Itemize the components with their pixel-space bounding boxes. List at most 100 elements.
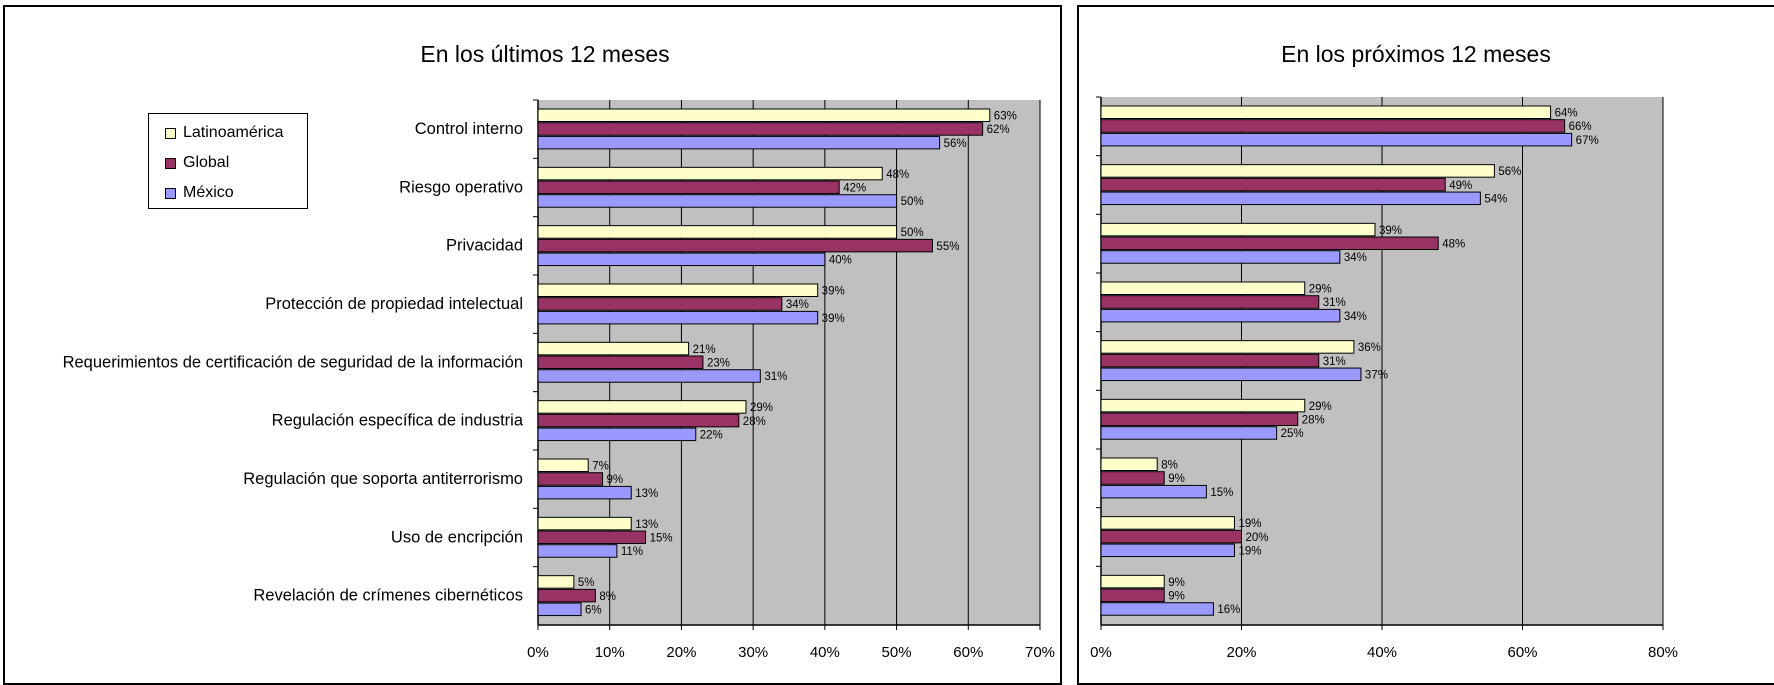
bar-latam-1-3 <box>1100 281 1306 295</box>
chart-title-1: En los próximos 12 meses <box>1281 41 1551 67</box>
bar-latam-1-1 <box>1100 164 1495 178</box>
data-label-global-0-7: 15% <box>650 533 673 545</box>
bar-global-1-3 <box>1100 295 1320 309</box>
bar-global-0-3 <box>537 297 783 311</box>
category-label-8: Revelación de crímenes cibernéticos <box>253 587 523 605</box>
data-label-latam-0-8: 5% <box>578 577 595 589</box>
bar-latam-0-8 <box>537 575 575 589</box>
x-tick-label-1-0: 0% <box>1090 644 1112 661</box>
data-label-mexico-0-5: 22% <box>700 430 723 442</box>
data-label-global-1-4: 31% <box>1323 356 1346 368</box>
data-label-mexico-0-6: 13% <box>635 488 658 500</box>
x-tick-label-0-4: 40% <box>810 644 840 661</box>
data-label-global-0-8: 8% <box>599 591 616 603</box>
bar-global-1-8 <box>1100 588 1165 603</box>
bar-global-0-8 <box>537 588 596 603</box>
bar-global-1-1 <box>1100 177 1446 192</box>
legend: Latinoamérica Global México <box>148 113 308 209</box>
legend-item-mexico: México <box>165 178 307 208</box>
bar-mexico-1-5 <box>1100 426 1278 440</box>
data-label-latam-1-1: 56% <box>1498 166 1521 178</box>
bar-mexico-0-7 <box>537 544 618 558</box>
data-label-global-1-3: 31% <box>1323 297 1346 309</box>
bar-mexico-0-0 <box>537 135 941 150</box>
bar-latam-1-0 <box>1100 105 1552 119</box>
bar-latam-0-5 <box>537 400 747 414</box>
data-label-mexico-1-6: 15% <box>1210 487 1233 499</box>
bar-latam-0-6 <box>537 458 589 472</box>
data-label-global-0-0: 62% <box>987 124 1010 136</box>
data-label-mexico-0-3: 39% <box>822 313 845 325</box>
category-label-1: Riesgo operativo <box>399 178 523 196</box>
bar-latam-0-1 <box>537 166 883 181</box>
data-label-global-1-6: 9% <box>1168 473 1185 485</box>
category-label-7: Uso de encripción <box>391 528 523 546</box>
bar-mexico-1-6 <box>1100 484 1207 499</box>
data-label-latam-1-5: 29% <box>1309 401 1332 413</box>
chart-title-0: En los últimos 12 meses <box>420 41 669 67</box>
bar-global-0-0 <box>537 122 984 136</box>
x-tick-label-1-4: 80% <box>1648 644 1678 661</box>
data-label-latam-1-6: 8% <box>1161 460 1178 472</box>
data-label-latam-1-4: 36% <box>1358 342 1381 354</box>
bar-global-1-6 <box>1100 471 1165 485</box>
bar-latam-1-4 <box>1100 340 1355 354</box>
bar-global-0-5 <box>537 413 740 428</box>
x-tick-label-0-6: 60% <box>953 644 983 661</box>
data-label-latam-1-3: 29% <box>1309 284 1332 296</box>
data-label-mexico-1-3: 34% <box>1344 311 1367 323</box>
bar-latam-1-7 <box>1100 516 1235 530</box>
legend-label-mexico: México <box>183 184 234 201</box>
bar-mexico-1-7 <box>1100 543 1235 558</box>
x-tick-label-0-3: 30% <box>738 644 768 661</box>
bar-latam-0-3 <box>537 283 819 297</box>
data-label-latam-1-2: 39% <box>1379 225 1402 237</box>
bar-mexico-1-8 <box>1100 602 1214 616</box>
bar-latam-0-4 <box>537 341 690 356</box>
data-label-mexico-0-0: 56% <box>944 138 967 150</box>
category-label-0: Control interno <box>415 120 523 138</box>
category-label-4: Requerimientos de certificación de segur… <box>63 353 523 371</box>
data-label-latam-0-0: 63% <box>994 111 1017 123</box>
data-label-latam-0-4: 21% <box>693 344 716 356</box>
data-label-mexico-1-0: 67% <box>1576 135 1599 147</box>
legend-swatch-mexico <box>165 187 176 199</box>
x-tick-label-0-5: 50% <box>882 644 912 661</box>
bar-latam-1-2 <box>1100 222 1376 237</box>
legend-item-latam: Latinoamérica <box>165 118 307 148</box>
data-label-global-0-2: 55% <box>936 241 959 253</box>
bar-mexico-0-5 <box>537 427 697 442</box>
data-label-global-0-3: 34% <box>786 299 809 311</box>
legend-swatch-latam <box>165 127 176 139</box>
bar-global-1-0 <box>1100 119 1566 133</box>
data-label-mexico-0-4: 31% <box>764 371 787 383</box>
bar-global-1-2 <box>1100 236 1439 251</box>
data-label-global-0-1: 42% <box>843 183 866 195</box>
data-label-latam-0-7: 13% <box>635 519 658 531</box>
bar-global-0-2 <box>537 238 933 253</box>
data-label-mexico-0-1: 50% <box>901 196 924 208</box>
data-label-latam-1-7: 19% <box>1238 518 1261 530</box>
bar-global-0-7 <box>537 530 647 545</box>
data-label-mexico-1-1: 54% <box>1484 194 1507 206</box>
bar-mexico-0-2 <box>537 252 826 267</box>
x-tick-label-1-3: 60% <box>1507 644 1537 661</box>
bar-global-1-4 <box>1100 353 1320 368</box>
bar-latam-0-7 <box>537 516 632 531</box>
data-label-latam-0-1: 48% <box>886 169 909 181</box>
x-tick-label-1-2: 40% <box>1367 644 1397 661</box>
bar-latam-0-2 <box>537 225 898 239</box>
data-label-mexico-1-2: 34% <box>1344 252 1367 264</box>
bar-mexico-0-6 <box>537 485 632 500</box>
bar-mexico-1-2 <box>1100 250 1341 264</box>
bar-mexico-0-3 <box>537 310 819 325</box>
data-label-global-1-5: 28% <box>1302 415 1325 427</box>
x-tick-label-1-1: 20% <box>1226 644 1256 661</box>
data-label-latam-0-6: 7% <box>592 461 609 473</box>
bar-latam-1-6 <box>1100 457 1158 471</box>
data-label-mexico-1-5: 25% <box>1281 428 1304 440</box>
data-label-latam-1-0: 64% <box>1555 108 1578 120</box>
x-tick-label-0-0: 0% <box>527 644 549 661</box>
bar-global-1-5 <box>1100 412 1299 427</box>
bar-mexico-0-8 <box>537 602 582 617</box>
